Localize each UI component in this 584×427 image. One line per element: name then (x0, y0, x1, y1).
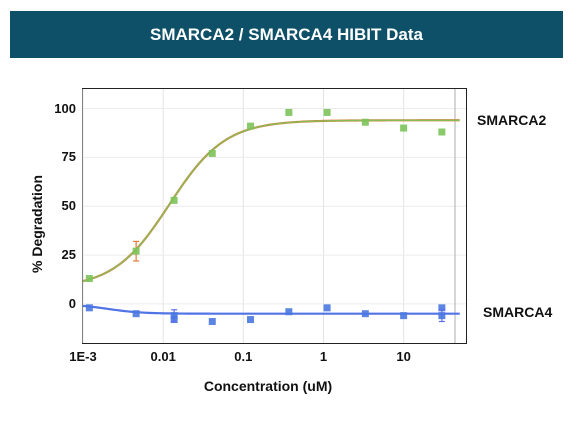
data-point-smarca4 (438, 304, 446, 312)
chart-title-banner: SMARCA2 / SMARCA4 HIBIT Data (10, 11, 563, 58)
fit-curve-overlay-smarca2 (82, 119, 460, 282)
fit-curve-overlay-smarca4 (82, 305, 460, 315)
y-tick-label: 0 (68, 295, 76, 311)
data-point-smarca4 (323, 304, 331, 312)
y-tick-label: 75 (61, 149, 76, 165)
data-point-smarca2 (208, 149, 216, 157)
series-label-smarca4: SMARCA4 (483, 304, 553, 320)
data-point-smarca2 (132, 247, 140, 255)
data-point-smarca4 (208, 318, 216, 326)
x-tick-label: 1 (319, 349, 328, 364)
x-tick-label: 1E-3 (69, 349, 97, 364)
x-tick-label: 0.01 (150, 349, 176, 364)
data-point-smarca4 (400, 312, 408, 320)
data-point-smarca2 (323, 108, 331, 116)
data-point-smarca4 (438, 312, 446, 320)
data-point-smarca4 (132, 310, 140, 318)
data-point-smarca2 (361, 118, 369, 126)
y-tick-label: 100 (54, 100, 76, 116)
data-point-smarca2 (247, 122, 255, 130)
x-tick-label: 0.1 (234, 349, 253, 364)
y-axis-label: % Degradation (29, 174, 45, 274)
data-point-smarca2 (400, 124, 408, 132)
series-label-smarca2: SMARCA2 (477, 112, 547, 128)
y-tick-label: 50 (61, 198, 76, 214)
chart-title: SMARCA2 / SMARCA4 HIBIT Data (150, 24, 423, 44)
data-point-smarca2 (85, 275, 93, 283)
data-point-smarca4 (285, 308, 293, 316)
data-point-smarca4 (170, 312, 178, 320)
data-point-smarca2 (438, 128, 446, 136)
data-point-smarca2 (285, 108, 293, 116)
y-tick-label: 25 (61, 247, 76, 263)
x-tick-label: 10 (396, 349, 411, 364)
data-point-smarca4 (85, 304, 93, 312)
data-point-smarca4 (361, 310, 369, 318)
data-point-smarca2 (170, 196, 178, 204)
data-point-smarca4 (247, 316, 255, 324)
x-axis-label: Concentration (uM) (203, 378, 333, 394)
